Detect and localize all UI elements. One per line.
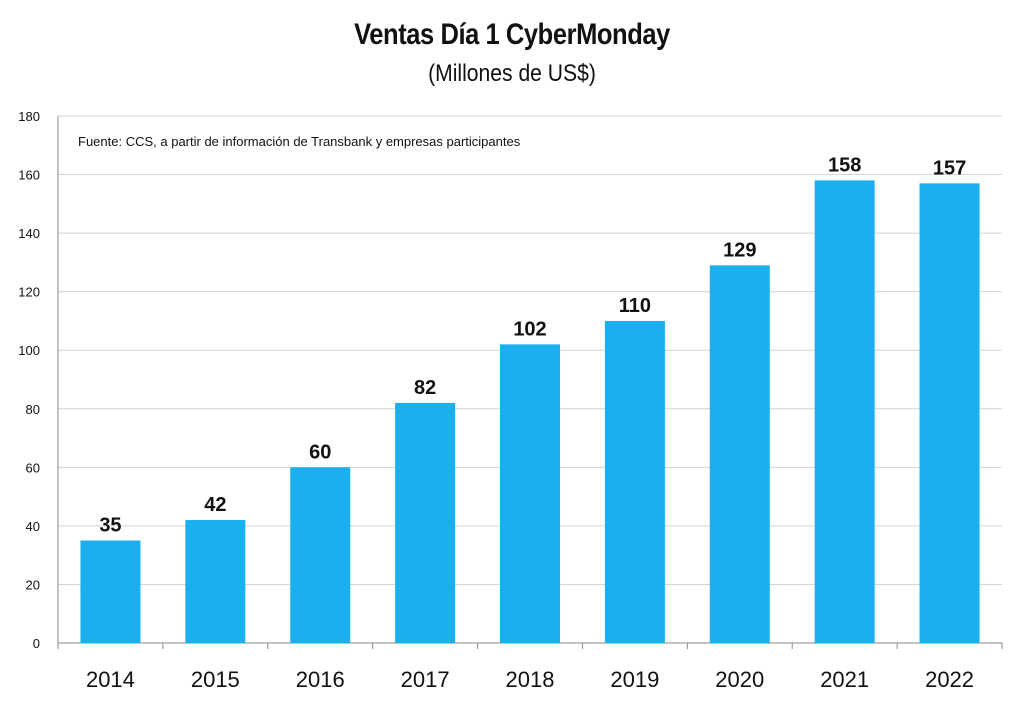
y-tick-label: 60	[26, 460, 40, 475]
y-tick-label: 160	[18, 168, 40, 183]
data-label-2016: 60	[309, 441, 331, 463]
x-tick-label-2019: 2019	[610, 667, 659, 692]
bar-2020	[709, 265, 770, 643]
x-tick-label-2017: 2017	[401, 667, 450, 692]
data-label-2018: 102	[513, 318, 546, 340]
y-tick-label: 40	[26, 519, 40, 534]
x-tick-labels: 2014 2015 2016 2017 2018 2019 2020 2021 2022	[86, 667, 974, 692]
bar-2017	[395, 402, 456, 643]
y-tick-label: 140	[18, 226, 40, 241]
data-label-2017: 82	[414, 377, 436, 399]
data-label-2019: 110	[619, 295, 651, 317]
bars	[80, 180, 980, 644]
bar-2014	[80, 540, 141, 643]
data-label-2015: 42	[204, 494, 226, 516]
y-tick-label: 0	[33, 636, 40, 651]
bar-2021	[814, 180, 875, 643]
x-tick-label-2014: 2014	[86, 667, 135, 692]
bar-2016	[290, 467, 351, 643]
y-tick-label: 180	[18, 109, 40, 124]
x-tick-label-2016: 2016	[296, 667, 345, 692]
bar-2019	[604, 320, 665, 643]
data-label-2020: 129	[723, 239, 756, 261]
y-tick-label: 80	[26, 402, 40, 417]
x-tick-label-2015: 2015	[191, 667, 240, 692]
data-label-2022: 157	[933, 157, 966, 179]
y-tick-label: 120	[18, 285, 40, 300]
x-tick-label-2022: 2022	[925, 667, 974, 692]
source-note: Fuente: CCS, a partir de información de …	[78, 134, 521, 149]
chart-title: Ventas Día 1 CyberMonday	[354, 18, 670, 51]
bar-2022	[919, 183, 980, 644]
x-tick-label-2020: 2020	[715, 667, 764, 692]
x-tick-label-2021: 2021	[820, 667, 869, 692]
data-labels: 35 42 60 82 102 110 129 158 157	[99, 154, 966, 536]
bar-2018	[500, 344, 560, 643]
x-tick-label-2018: 2018	[506, 667, 555, 692]
chart-subtitle: (Millones de US$)	[428, 60, 596, 87]
y-tick-label: 20	[26, 577, 40, 592]
data-label-2014: 35	[99, 515, 121, 537]
bar-2015	[185, 520, 246, 643]
y-tick-label: 100	[18, 343, 40, 358]
y-tick-labels: 0 20 40 60 80 100 120 140 160 180	[18, 109, 40, 651]
data-label-2021: 158	[828, 154, 861, 176]
